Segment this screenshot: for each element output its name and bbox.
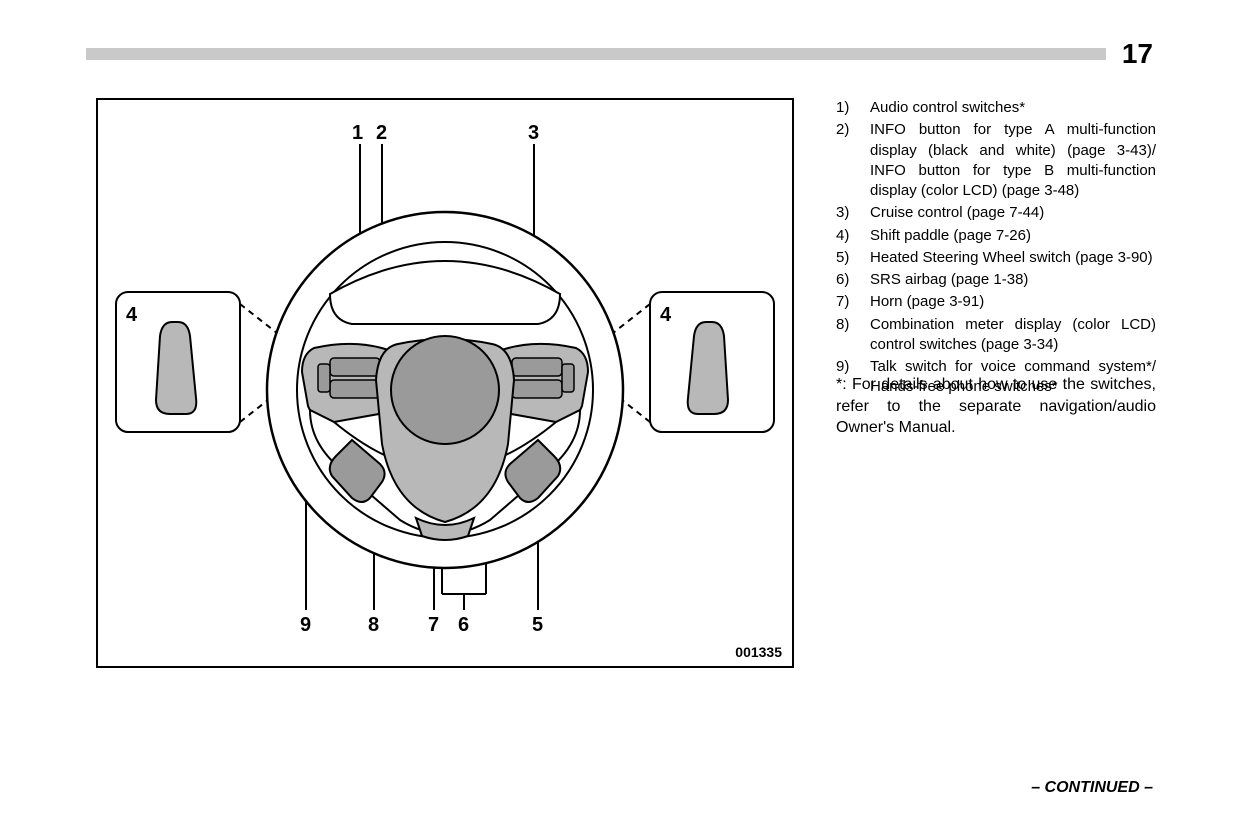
- legend-item-num: 6): [836, 270, 870, 290]
- legend-item: 8) Combination meter display (color LCD)…: [836, 315, 1156, 356]
- callout-2: 2: [376, 122, 387, 145]
- legend-item: 5) Heated Steering Wheel switch (page 3-…: [836, 248, 1156, 268]
- legend-item-text: INFO button for type A multi-function di…: [870, 120, 1156, 201]
- legend-item-num: 4): [836, 226, 870, 246]
- callout-7: 7: [428, 614, 439, 637]
- callout-1: 1: [352, 122, 363, 145]
- callout-4-left: 4: [126, 304, 137, 327]
- header-divider: [86, 48, 1106, 60]
- callout-3: 3: [528, 122, 539, 145]
- callout-6: 6: [458, 614, 469, 637]
- legend-item: 3) Cruise control (page 7-44): [836, 203, 1156, 223]
- legend-item-num: 7): [836, 292, 870, 312]
- steering-wheel-figure: 1 2 3 4 4 9 8 7 6 5 001335: [96, 98, 794, 668]
- legend-item-text: Horn (page 3-91): [870, 292, 1156, 312]
- legend-item: 6) SRS airbag (page 1-38): [836, 270, 1156, 290]
- footnote: *: For details about how to use the swit…: [836, 374, 1156, 439]
- manual-page: 17: [0, 0, 1241, 827]
- legend-item: 2) INFO button for type A multi-function…: [836, 120, 1156, 201]
- legend-item: 7) Horn (page 3-91): [836, 292, 1156, 312]
- legend-item-text: Cruise control (page 7-44): [870, 203, 1156, 223]
- legend-item-text: SRS airbag (page 1-38): [870, 270, 1156, 290]
- callout-4-right: 4: [660, 304, 671, 327]
- legend-item-text: Shift paddle (page 7-26): [870, 226, 1156, 246]
- page-number: 17: [1122, 38, 1153, 70]
- callout-8: 8: [368, 614, 379, 637]
- legend-item-text: Audio control switches*: [870, 98, 1156, 118]
- legend-item-num: 8): [836, 315, 870, 356]
- continued-label: – CONTINUED –: [1031, 779, 1153, 797]
- legend-item-num: 1): [836, 98, 870, 118]
- legend-item-num: 2): [836, 120, 870, 201]
- callout-9: 9: [300, 614, 311, 637]
- steering-wheel-diagram: [98, 100, 792, 666]
- legend-item-num: 3): [836, 203, 870, 223]
- legend-item: 1) Audio control switches*: [836, 98, 1156, 118]
- legend-item: 4) Shift paddle (page 7-26): [836, 226, 1156, 246]
- legend-item-num: 5): [836, 248, 870, 268]
- legend-item-text: Combination meter display (color LCD) co…: [870, 315, 1156, 356]
- figure-id: 001335: [735, 644, 782, 660]
- legend-item-text: Heated Steering Wheel switch (page 3-90): [870, 248, 1156, 268]
- legend: 1) Audio control switches* 2) INFO butto…: [836, 98, 1156, 400]
- callout-5: 5: [532, 614, 543, 637]
